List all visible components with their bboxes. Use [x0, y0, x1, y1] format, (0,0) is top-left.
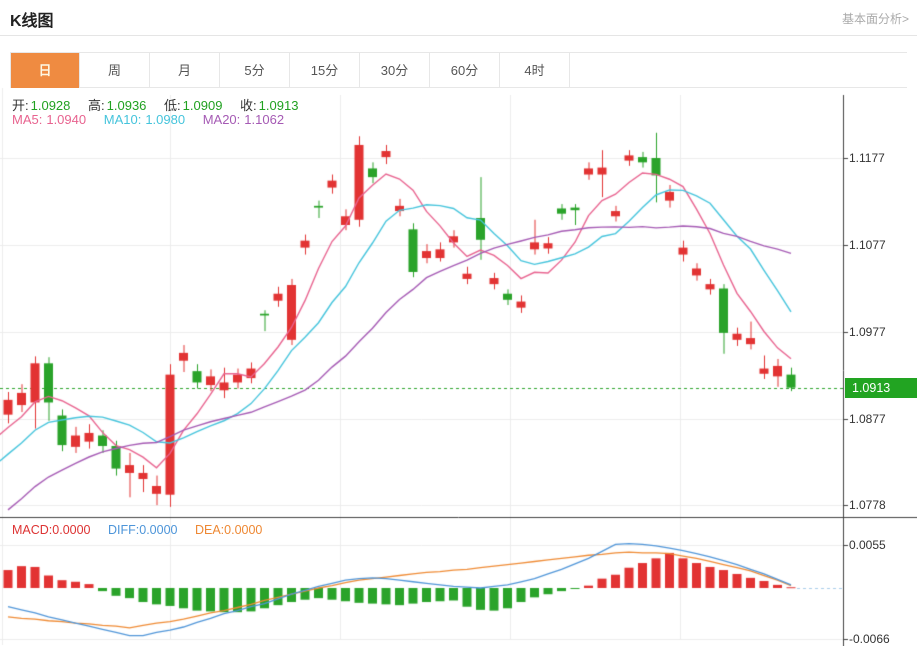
ma-readout: MA5: 1.0940 MA10: 1.0980 MA20: 1.1062: [12, 112, 298, 127]
tab-day[interactable]: 日: [10, 53, 80, 88]
ma20-readout: MA20: 1.1062: [202, 112, 285, 127]
tab-60min[interactable]: 60分: [430, 53, 500, 88]
tab-15min[interactable]: 15分: [290, 53, 360, 88]
price-axis-label: 1.0778: [849, 498, 886, 513]
header: K线图 基本面分析>: [0, 0, 917, 36]
price-axis-label: 1.1077: [849, 238, 886, 252]
ohlc-readout: 开: 1.0928 高: 1.0936 低: 1.0909 收: 1.0913: [12, 95, 312, 114]
macd-value-readout: MACD:0.0000: [12, 523, 91, 537]
tab-4hour[interactable]: 4时: [500, 53, 570, 88]
ma10-readout: MA10: 1.0980: [103, 112, 186, 127]
low-readout: 低: 1.0909: [164, 98, 223, 113]
macd-axis-label: -0.0066: [849, 632, 890, 646]
tab-30min[interactable]: 30分: [360, 53, 430, 88]
tab-month[interactable]: 月: [150, 53, 220, 88]
high-readout: 高: 1.0936: [88, 98, 147, 113]
tab-week[interactable]: 周: [80, 53, 150, 88]
price-axis-label: 1.0977: [849, 325, 886, 339]
price-axis-label: 1.1177: [849, 151, 885, 165]
fundamental-analysis-link[interactable]: 基本面分析>: [841, 12, 909, 26]
close-readout: 收: 1.0913: [240, 98, 299, 113]
last-price-badge: 1.0913: [845, 377, 917, 398]
macd-axis-label: 0.0055: [849, 538, 886, 553]
ma5-readout: MA5: 1.0940: [12, 112, 87, 127]
diff-value-readout: DIFF:0.0000: [108, 523, 178, 537]
tab-5min[interactable]: 5分: [220, 53, 290, 88]
period-tabs: 日周月 5分 15分 30分 60分 4时: [10, 52, 907, 88]
price-axis-label: 1.0877: [849, 412, 886, 426]
macd-readout: MACD:0.0000 DIFF:0.0000 DEA:0.0000: [12, 523, 276, 537]
dea-value-readout: DEA:0.0000: [194, 523, 263, 537]
page-title: K线图: [10, 13, 54, 30]
open-readout: 开: 1.0928: [12, 98, 71, 113]
